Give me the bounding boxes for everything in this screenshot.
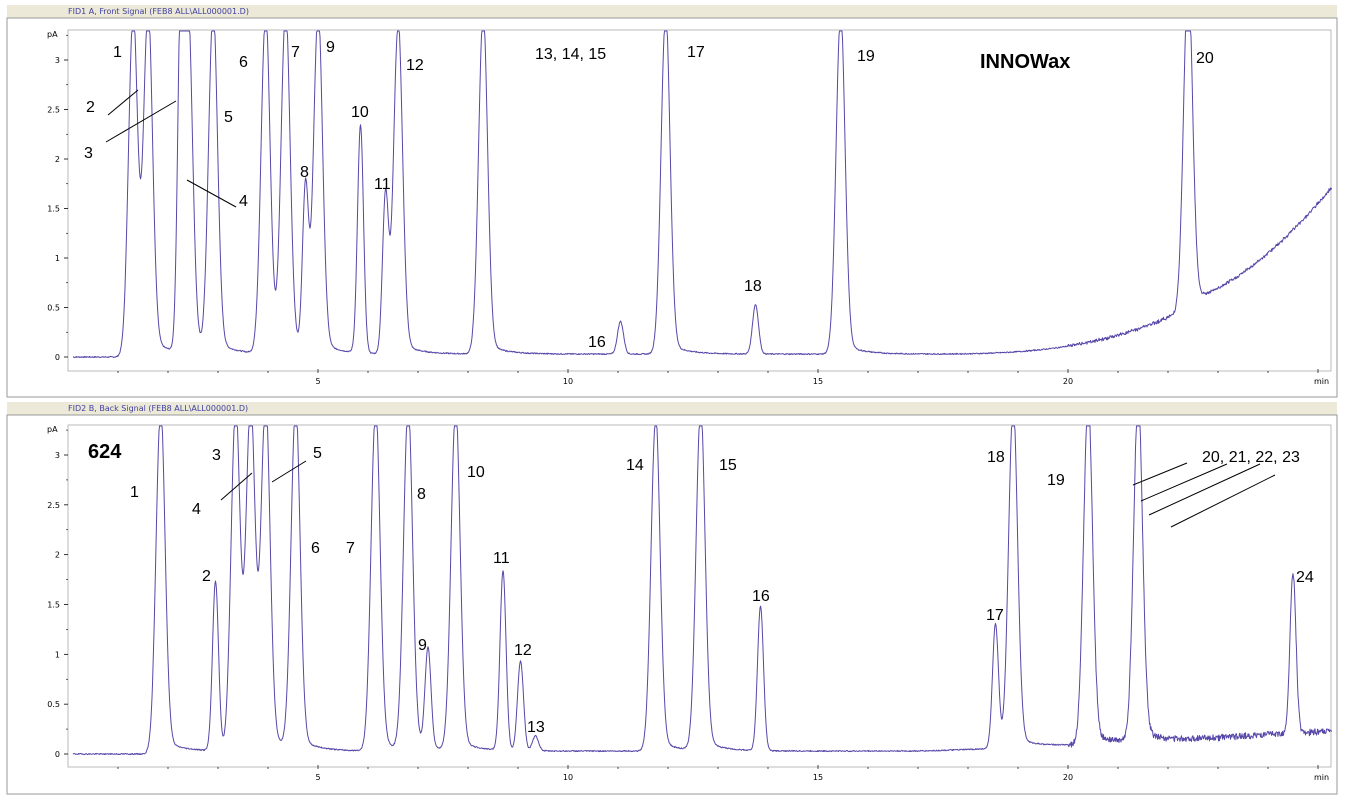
peak-label: 12 [514,642,532,659]
peak-label: 6 [239,54,248,71]
leader-line-peak-22 [1148,463,1261,516]
y-tick-label: 1 [55,650,60,659]
x-axis-unit: min [1314,773,1329,782]
peak-label: 16 [588,334,606,351]
plot-area-frame [67,424,1332,768]
y-axis: 0 0.5 1 1.5 2 2.5 3 [47,34,68,362]
leader-line-peak-4 [186,179,237,208]
x-tick-label: 10 [563,377,573,386]
peak-label: 5 [313,445,322,462]
y-axis: 0 0.5 1 1.5 2 2.5 3 [47,429,68,759]
peak-label: 7 [291,44,300,61]
leader-line-peak-21 [1140,463,1228,502]
peak-label: 8 [417,486,426,503]
peak-label: 8 [300,164,309,181]
x-axis: 5 10 15 20 [117,369,1319,386]
y-tick-label: 0.5 [47,700,60,709]
peak-label: 5 [224,109,233,126]
panel-title-bar [7,5,1337,18]
y-tick-label: 3 [55,451,60,460]
y-tick-label: 2.5 [47,501,60,510]
peak-label: 15 [719,457,737,474]
peak-label: 2 [86,99,95,116]
peak-label: 9 [326,39,335,56]
x-tick-label: 15 [813,773,823,782]
peak-label: 3 [84,145,93,162]
peak-label: 11 [493,550,510,567]
y-tick-label: 3 [55,56,60,65]
peak-label: 20, 21, 22, 23 [1202,449,1300,466]
peak-label: 18 [744,278,762,295]
y-axis-unit: pA [47,30,58,39]
x-tick-label: 10 [563,773,573,782]
panel-background [6,17,1338,398]
plot-area-frame [67,29,1332,372]
panel-background [6,414,1338,795]
panel-fid1: FID1 A, Front Signal (FEB8 ALL\ALL000001… [6,5,1338,398]
y-tick-label: 2 [55,155,60,164]
peak-label: 7 [346,540,355,557]
panel-title: FID1 A, Front Signal (FEB8 ALL\ALL000001… [68,7,249,16]
peak-label: 10 [351,104,369,121]
column-label: INNOWax [980,51,1070,73]
peak-label: 17 [687,44,705,61]
x-tick-label: 5 [315,377,320,386]
peak-label: 4 [239,193,248,210]
peak-label: 13, 14, 15 [535,46,606,63]
y-axis-unit: pA [47,425,58,434]
leader-line-peak-23 [1170,474,1276,528]
x-tick-label: 20 [1063,377,1073,386]
peak-label: 10 [467,464,485,481]
chromatogram-trace [72,30,1332,358]
y-tick-label: 2.5 [47,106,60,115]
leader-line-peak-3 [105,100,177,143]
peak-label: 14 [626,457,644,474]
peak-label: 18 [987,449,1005,466]
x-tick-label: 20 [1063,773,1073,782]
panel-title: FID2 B, Back Signal (FEB8 ALL\ALL000001.… [68,404,248,413]
leader-line-peak-4 [220,472,253,501]
x-tick-label: 15 [813,377,823,386]
peak-label: 9 [418,637,427,654]
x-axis: 5 10 15 20 [117,765,1319,782]
peak-label: 17 [986,607,1004,624]
panel-title-bar [7,402,1337,415]
peak-label: 20 [1196,50,1214,67]
leader-line-peak-5 [271,460,307,483]
x-tick-label: 5 [315,773,320,782]
y-tick-label: 0 [55,353,60,362]
chromatogram-trace [72,425,1332,756]
leader-line-peak-20 [1132,462,1188,486]
peak-label: 1 [113,44,122,61]
y-tick-label: 1 [55,254,60,263]
peak-label: 3 [212,447,221,464]
peak-label: 6 [311,540,320,557]
x-axis-unit: min [1314,377,1329,386]
y-tick-label: 1.5 [47,601,60,610]
peak-label: 19 [1047,472,1065,489]
panel-fid2: FID2 B, Back Signal (FEB8 ALL\ALL000001.… [6,402,1338,795]
peak-label: 12 [406,57,424,74]
y-tick-label: 0 [55,750,60,759]
column-label: 624 [88,441,122,463]
peak-label: 11 [374,176,391,193]
leader-line-peak-2 [107,89,139,116]
y-tick-label: 0.5 [47,304,60,313]
peak-label: 13 [527,719,545,736]
peak-label: 16 [752,588,770,605]
peak-label: 19 [857,48,875,65]
y-tick-label: 2 [55,551,60,560]
peak-label: 2 [202,568,211,585]
peak-label: 24 [1296,569,1314,586]
peak-label: 1 [130,484,139,501]
y-tick-label: 1.5 [47,205,60,214]
peak-label: 4 [192,501,201,518]
